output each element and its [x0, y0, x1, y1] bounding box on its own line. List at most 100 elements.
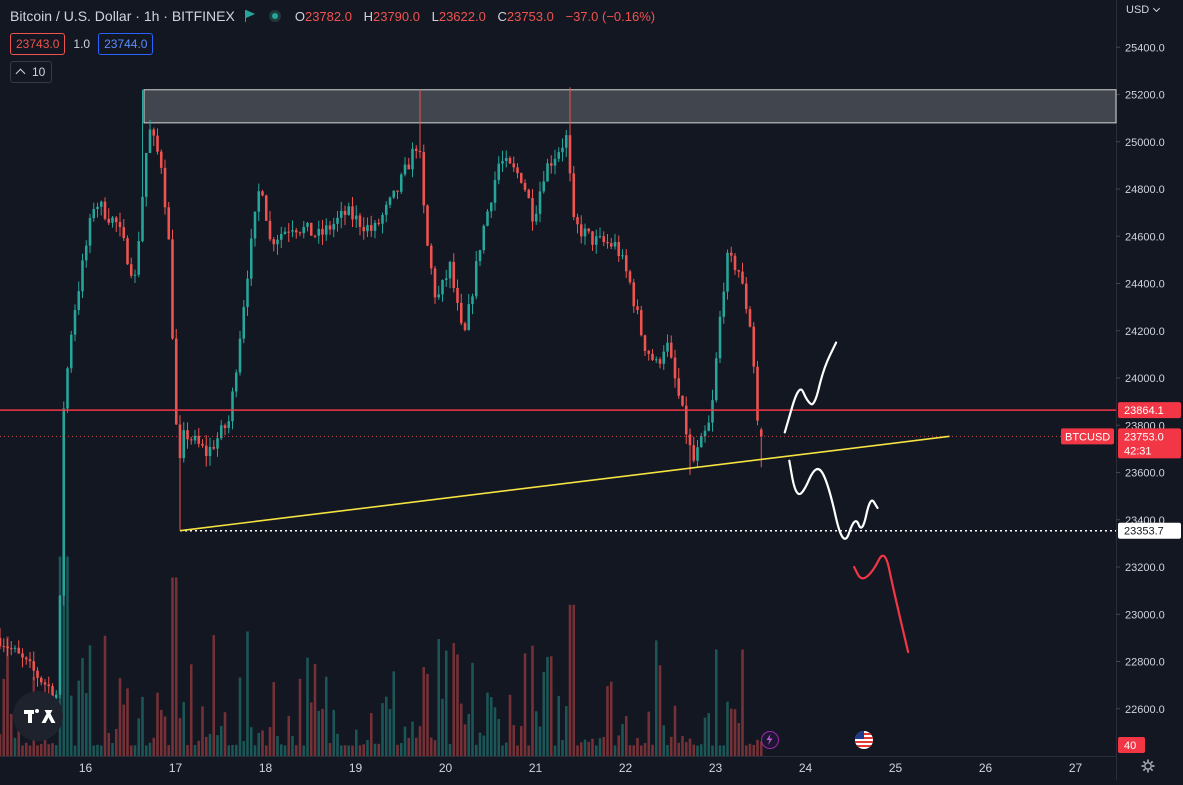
drawing-path-2[interactable]	[853, 554, 910, 654]
candle-body[interactable]	[718, 316, 722, 359]
candle-body[interactable]	[362, 226, 366, 232]
candle-body[interactable]	[81, 260, 84, 292]
candle-body[interactable]	[283, 231, 287, 234]
candle-body[interactable]	[617, 242, 621, 257]
candle-body[interactable]	[377, 222, 381, 224]
candle-body[interactable]	[246, 278, 249, 308]
candle-body[interactable]	[606, 241, 609, 244]
candle-body[interactable]	[332, 223, 336, 230]
candle-body[interactable]	[264, 195, 268, 221]
candle-body[interactable]	[373, 222, 377, 231]
candle-body[interactable]	[216, 438, 219, 449]
candle-body[interactable]	[167, 207, 171, 240]
candle-body[interactable]	[103, 201, 107, 219]
gear-icon[interactable]	[1141, 759, 1155, 773]
candle-body[interactable]	[426, 205, 429, 246]
candle-body[interactable]	[69, 334, 73, 369]
candle-body[interactable]	[58, 595, 62, 695]
candle-body[interactable]	[32, 661, 36, 671]
candle-body[interactable]	[546, 163, 549, 182]
candle-body[interactable]	[407, 164, 411, 170]
candle-body[interactable]	[302, 226, 306, 234]
candle-body[interactable]	[336, 217, 339, 224]
candle-body[interactable]	[542, 181, 546, 192]
candle-body[interactable]	[411, 148, 414, 170]
candle-body[interactable]	[159, 151, 163, 168]
candle-body[interactable]	[549, 163, 553, 166]
candle-body[interactable]	[463, 323, 467, 331]
candle-body[interactable]	[276, 239, 279, 245]
candle-body[interactable]	[651, 353, 654, 360]
candle-body[interactable]	[583, 228, 587, 237]
candle-body[interactable]	[448, 261, 452, 279]
candle-body[interactable]	[261, 191, 264, 196]
candle-body[interactable]	[122, 227, 126, 239]
candle-body[interactable]	[654, 359, 658, 361]
candle-body[interactable]	[77, 291, 81, 311]
candle-body[interactable]	[501, 160, 504, 164]
candle-body[interactable]	[234, 372, 238, 392]
candle-body[interactable]	[666, 342, 669, 352]
candle-body[interactable]	[144, 152, 148, 197]
candle-body[interactable]	[594, 236, 598, 245]
candle-body[interactable]	[744, 283, 748, 310]
candle-body[interactable]	[553, 158, 557, 166]
candle-body[interactable]	[384, 204, 388, 215]
candle-body[interactable]	[486, 211, 489, 226]
sell-price-button[interactable]: 23743.0	[10, 33, 66, 55]
candle-body[interactable]	[576, 217, 579, 225]
candle-body[interactable]	[564, 135, 568, 148]
candle-body[interactable]	[137, 241, 141, 275]
candle-body[interactable]	[152, 129, 156, 136]
plot-area[interactable]	[0, 0, 1116, 756]
candle-body[interactable]	[737, 270, 741, 272]
candle-body[interactable]	[96, 206, 99, 210]
candle-body[interactable]	[396, 190, 399, 192]
candle-body[interactable]	[643, 335, 647, 351]
candle-body[interactable]	[726, 252, 729, 292]
candle-body[interactable]	[171, 239, 174, 339]
candle-body[interactable]	[741, 271, 744, 284]
candle-body[interactable]	[88, 218, 92, 246]
lightning-icon[interactable]	[761, 731, 779, 749]
candle-body[interactable]	[358, 215, 362, 227]
market-status-icon[interactable]	[268, 10, 281, 22]
candle-body[interactable]	[692, 445, 696, 461]
candle-body[interactable]	[733, 255, 737, 271]
candle-body[interactable]	[703, 430, 707, 437]
candle-body[interactable]	[238, 338, 242, 373]
candle-body[interactable]	[36, 670, 39, 678]
candle-body[interactable]	[403, 164, 407, 175]
candle-body[interactable]	[459, 302, 463, 324]
resistance-zone[interactable]	[143, 89, 1117, 124]
us-flag-icon[interactable]	[855, 731, 873, 749]
candle-body[interactable]	[527, 189, 531, 199]
candle-body[interactable]	[369, 225, 373, 231]
candle-body[interactable]	[9, 648, 13, 650]
candle-body[interactable]	[467, 304, 471, 331]
candle-body[interactable]	[201, 443, 204, 446]
candle-body[interactable]	[441, 279, 444, 295]
candle-body[interactable]	[197, 435, 201, 444]
candle-body[interactable]	[13, 647, 17, 649]
candle-body[interactable]	[66, 368, 69, 409]
candle-body[interactable]	[471, 296, 474, 305]
candle-body[interactable]	[538, 191, 542, 214]
candle-body[interactable]	[688, 434, 692, 446]
candle-body[interactable]	[598, 236, 602, 238]
candle-body[interactable]	[92, 209, 96, 219]
drawing-path-0[interactable]	[783, 341, 838, 434]
candle-body[interactable]	[242, 307, 246, 339]
candle-body[interactable]	[111, 217, 114, 223]
candle-body[interactable]	[636, 306, 639, 311]
buy-price-button[interactable]: 23744.0	[98, 33, 154, 55]
candle-body[interactable]	[118, 222, 122, 228]
candle-body[interactable]	[748, 309, 752, 327]
candle-body[interactable]	[253, 211, 257, 239]
candle-body[interactable]	[489, 202, 493, 212]
candle-body[interactable]	[306, 222, 309, 227]
candle-body[interactable]	[2, 646, 6, 648]
candle-body[interactable]	[568, 135, 572, 174]
candle-body[interactable]	[422, 152, 426, 206]
candle-body[interactable]	[129, 264, 133, 276]
